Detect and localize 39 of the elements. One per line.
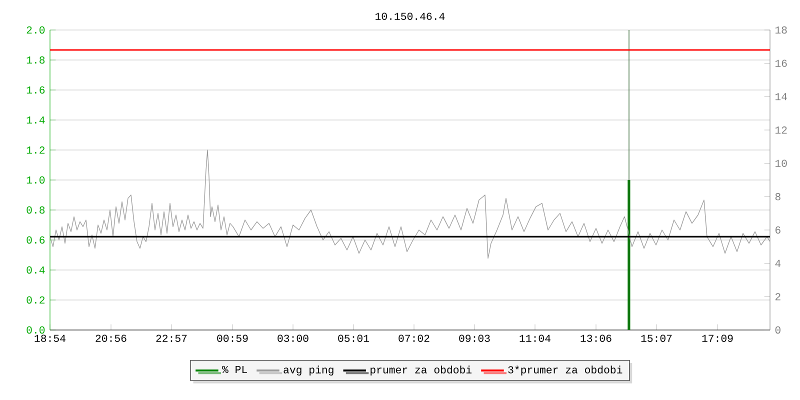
x-tick-label: 09:03 <box>459 334 490 342</box>
x-tick-label: 17:09 <box>702 334 733 342</box>
x-tick-label: 03:00 <box>278 334 308 342</box>
x-tick-label: 05:01 <box>338 334 369 342</box>
y2-tick-label: 4 <box>775 260 781 267</box>
y2-tick-label: 12 <box>775 126 787 134</box>
legend-label: avg ping <box>284 366 334 376</box>
y-tick-label: 0.6 <box>26 236 45 244</box>
x-tick-label: 00:59 <box>217 334 248 342</box>
legend-label: prumer za obdobi <box>370 366 472 376</box>
y2-tick-label: 10 <box>775 160 787 167</box>
chart-title: 10.150.46.4 <box>376 12 445 20</box>
y-tick-label: 2.0 <box>26 26 45 34</box>
y2-tick-label: 14 <box>775 93 787 100</box>
y-tick-label: 1.0 <box>26 176 45 184</box>
y-tick-label: 0.2 <box>26 296 45 304</box>
x-tick-label: 22:57 <box>156 334 187 342</box>
line-series <box>50 150 770 259</box>
x-tick-label: 11:04 <box>520 334 550 342</box>
y-tick-label: 0.8 <box>26 206 45 214</box>
y-tick-label: 0.4 <box>26 266 45 274</box>
y-tick-label: 1.2 <box>26 146 45 154</box>
legend-label: 3*prumer za obdobi <box>508 366 622 376</box>
y-tick-label: 0.0 <box>26 326 45 334</box>
x-tick-label: 15:07 <box>641 334 672 342</box>
y2-tick-label: 6 <box>776 226 780 234</box>
x-tick-label: 13:06 <box>580 334 612 342</box>
y2-tick-label: 18 <box>775 26 787 34</box>
y-tick-label: 1.8 <box>26 56 45 64</box>
x-tick-label: 20:56 <box>96 334 126 342</box>
x-tick-label: 07:02 <box>398 334 430 342</box>
y2-tick-label: 8 <box>775 193 780 200</box>
y2-tick-label: 0 <box>775 326 780 334</box>
y2-tick-label: 16 <box>775 60 787 67</box>
y-tick-label: 1.4 <box>26 116 45 124</box>
x-tick-label: 18:54 <box>34 334 66 342</box>
y-tick-label: 1.6 <box>26 86 45 94</box>
y2-tick-label: 2 <box>775 293 780 300</box>
legend-label: % PL <box>222 366 247 374</box>
